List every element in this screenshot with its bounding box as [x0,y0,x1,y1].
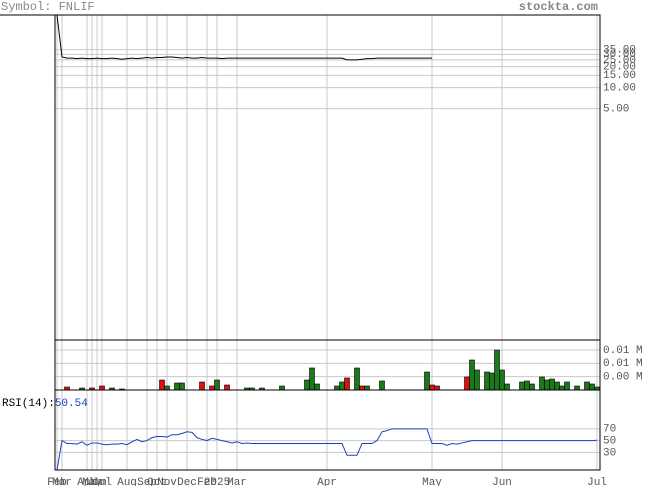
x-tick-label: Sep [137,477,157,486]
y-tick-label: 30.00 [603,49,636,61]
volume-bar [174,382,180,391]
rsi-title: RSI(14): [2,398,55,410]
volume-bar [209,385,215,391]
volume-bar [379,380,385,391]
marks-layer: RSI(14):50.54 [2,15,600,471]
volume-bar [494,349,500,391]
volume-bar [159,379,165,391]
volume-bar [529,383,535,391]
volume-bar [224,384,230,391]
data-line [56,15,432,61]
volume-bar [584,381,590,391]
volume-bar [489,372,495,391]
volume-bar [179,382,185,391]
x-tick-label: Mar [227,477,247,486]
volume-bar [589,383,595,391]
volume-bar [504,383,510,391]
x-tick-label: Jun [87,477,107,486]
volume-bar [564,381,570,391]
x-tick-label: Apr [317,477,337,486]
volume-bar [549,378,555,391]
y-tick-label: 0.01 M [603,358,643,370]
volume-bar [359,385,365,391]
volume-bar [334,385,340,391]
volume-bar [544,379,550,391]
x-tick-label: Nov [157,477,177,486]
x-tick-label: May [422,477,442,486]
y-tick-label: 30 [603,447,616,459]
volume-bar [554,381,560,391]
volume-bar [164,385,170,391]
data-line [56,428,598,471]
volume-bar [309,367,315,391]
volume-bar [279,385,285,391]
y-tick-label: 35.00 [603,45,636,57]
volume-bar [524,380,530,391]
volume-bar [474,369,480,391]
frames [0,14,601,471]
volume-bar [434,385,440,391]
y-tick-label: 5.00 [603,104,629,116]
y-tick-label: 70 [603,424,616,436]
volume-bar [539,376,545,391]
volume-bar [424,371,430,391]
volume-bar [484,371,490,391]
x-tick-label: Apr [77,477,97,486]
volume-bar [354,367,360,391]
volume-bar [519,381,525,391]
volume-bar [499,369,505,391]
x-tick-label: Jul [587,477,607,486]
volume-bar [339,381,345,391]
y-tick-label: 50 [603,435,616,447]
volume-bar [574,385,580,391]
site-label: stockta.com [519,0,598,14]
x-tick-label: Feb [47,477,67,486]
x-tick-label: Dec [177,477,197,486]
y-tick-label: 25.00 [603,55,636,67]
volume-bar [469,359,475,391]
x-tick-label: Jun [492,477,512,486]
volume-bar [559,385,565,391]
symbol-label: Symbol: FNLIF [1,0,95,14]
x-tick-label: May [82,477,102,486]
volume-bar [99,385,105,391]
y-tick-label: 0.01 M [603,345,643,357]
volume-bar [429,384,435,391]
volume-bar [464,376,470,391]
volume-bar [304,379,310,391]
y-tick-label: 20.00 [603,62,636,74]
y-tick-label: 15.00 [603,70,636,82]
x-tick-label: Aug [117,477,137,486]
rsi-label: RSI(14):50.54 [2,398,88,410]
y-tick-label: 0.00 M [603,372,643,384]
x-tick-label: Mar [52,477,72,486]
x-tick-label: Jul [92,477,112,486]
x-tick-label: 2025 [204,477,230,486]
volume-bar [214,379,220,391]
rsi-value: 50.54 [55,398,88,410]
volume-bar [314,383,320,391]
rsi-frame [54,389,601,471]
volume-bar [344,377,350,391]
volume-bar [364,385,370,391]
x-tick-label: Feb [197,477,217,486]
x-tick-label: Oct [147,477,167,486]
y-tick-label: 10.00 [603,83,636,95]
volume-bar [199,381,205,391]
